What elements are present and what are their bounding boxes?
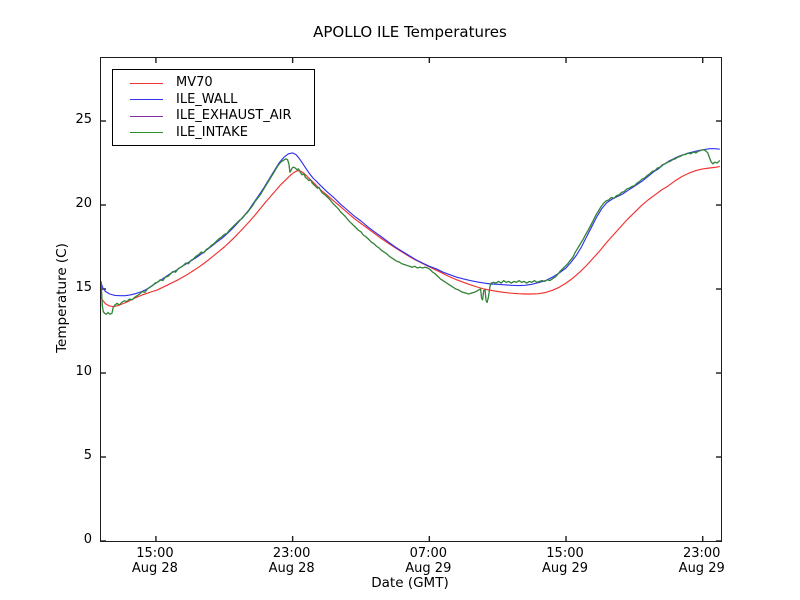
series-ile_exhaust_air (101, 149, 721, 315)
y-tick-label: 25 (75, 112, 92, 127)
x-tick-label: 15:00 Aug 28 (131, 546, 178, 576)
legend-label: ILE_WALL (176, 91, 238, 107)
x-tick-label: 23:00 Aug 28 (268, 546, 315, 576)
data-curves (101, 58, 721, 541)
legend-entry-ile_intake: ILE_INTAKE (113, 125, 314, 142)
plot-area: MV70 ILE_WALL ILE_EXHAUST_AIR ILE_INTAKE (100, 57, 722, 542)
series-ile_intake (101, 149, 721, 315)
x-tick-label: 15:00 Aug 29 (541, 546, 589, 576)
y-tick-label: 0 (83, 532, 92, 547)
series-ile_wall (101, 148, 720, 297)
legend-label: ILE_INTAKE (176, 124, 248, 140)
chart-title: APOLLO ILE Temperatures (313, 23, 507, 41)
x-tick-label: 23:00 Aug 29 (678, 546, 725, 576)
legend-entry-ile_wall: ILE_WALL (113, 92, 314, 109)
legend-entry-mv70: MV70 (113, 75, 314, 92)
y-tick-label: 5 (83, 448, 92, 463)
legend-line-sample (130, 99, 163, 101)
legend-label: ILE_EXHAUST_AIR (176, 108, 292, 124)
legend-label: MV70 (176, 75, 213, 91)
legend-entry-ile_exhaust_air: ILE_EXHAUST_AIR (113, 108, 314, 125)
legend-line-sample (130, 82, 163, 84)
legend: MV70 ILE_WALL ILE_EXHAUST_AIR ILE_INTAKE (112, 69, 315, 146)
x-axis-label: Date (GMT) (371, 575, 449, 591)
y-tick-label: 20 (75, 196, 92, 211)
series-mv70 (101, 165, 720, 308)
x-tick-label: 07:00 Aug 29 (405, 546, 452, 576)
y-tick-label: 15 (75, 280, 92, 295)
legend-line-sample (130, 115, 163, 117)
legend-line-sample (130, 132, 163, 134)
y-tick-label: 10 (75, 364, 92, 379)
